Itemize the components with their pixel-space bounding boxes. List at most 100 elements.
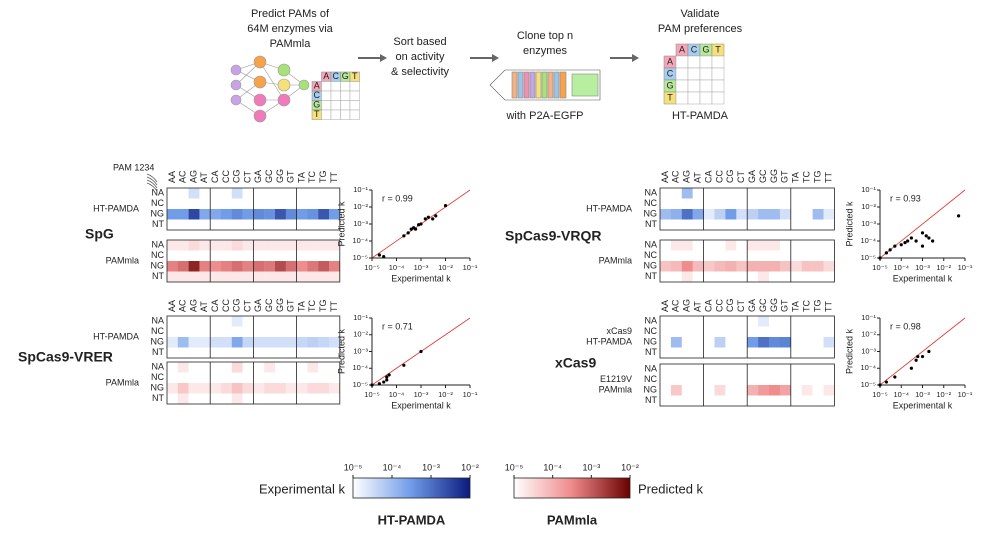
point (402, 363, 406, 367)
heatmap-cell (660, 240, 672, 251)
heatmap-cell (660, 326, 672, 338)
heatmap-cell (681, 326, 693, 338)
heatmap-cell (210, 261, 222, 272)
column-label: CG (232, 299, 242, 313)
heatmap-cell (747, 316, 759, 327)
track-label: PAMmla (599, 385, 632, 395)
heatmap-cell (681, 271, 693, 283)
step-text: 64M enzymes via (247, 23, 333, 35)
grid-header: C (691, 44, 698, 54)
heatmap-cell (769, 261, 781, 272)
heatmap-cell (660, 209, 672, 220)
heatmap-cell (253, 219, 265, 231)
heatmap-cell (221, 393, 232, 405)
heatmap-cell (714, 364, 726, 375)
grid-header: A (679, 44, 685, 54)
heatmap-cell (725, 316, 737, 327)
heatmap-cell (692, 347, 704, 359)
x-tick-label: 10⁻² (936, 390, 951, 399)
heatmap-cell (812, 316, 824, 327)
arrows (358, 54, 639, 62)
heatmap-cell (242, 250, 254, 262)
heatmap-cell (725, 337, 737, 348)
heatmap-cell (221, 219, 232, 231)
heatmap-cell (736, 198, 748, 210)
heatmap-cell (736, 385, 748, 396)
column-label: AA (660, 171, 670, 183)
column-label: TA (791, 172, 801, 183)
column-label: TA (296, 301, 306, 312)
heatmap-cell (231, 326, 243, 338)
heatmap-cell (231, 250, 243, 262)
grid-row: G (666, 80, 673, 90)
track-label: E1219V (600, 374, 632, 384)
heatmap-cell (221, 240, 232, 251)
heatmap-cell (714, 395, 726, 407)
heatmap-cell (801, 316, 813, 327)
heatmap-cell (221, 198, 232, 210)
heatmap-cell (725, 219, 737, 231)
heatmap-cell (681, 337, 693, 348)
heatmap-cell (264, 240, 276, 251)
x-tick-label: 10⁻⁵ (364, 390, 379, 399)
heatmap-frame (659, 315, 835, 359)
heatmap-cell (681, 209, 693, 220)
heatmap-cell (199, 316, 211, 327)
column-label: CC (714, 170, 724, 183)
point (426, 215, 430, 219)
heatmap-cell (210, 219, 222, 231)
heatmap-cell (285, 198, 297, 210)
row-label: NC (151, 372, 164, 382)
heatmap-cell (812, 209, 824, 220)
heatmap-cell (703, 326, 715, 338)
row-label: NG (151, 209, 165, 219)
heatmap-cell (703, 271, 715, 283)
heatmap-cell (188, 188, 200, 199)
heatmap-cell (670, 374, 682, 386)
heatmap-cell (670, 364, 682, 375)
heatmap-cell (812, 240, 824, 251)
heatmap-cell (747, 209, 759, 220)
column-label: CG (725, 170, 735, 184)
grid-row: T (667, 92, 673, 102)
heatmap-cell (275, 271, 286, 283)
grid-cell (340, 90, 351, 101)
heatmap-cell (307, 261, 319, 272)
row-label: NG (644, 337, 658, 347)
heatmap-cell (307, 326, 319, 338)
heatmap-cell (296, 219, 308, 231)
grid-cell (340, 100, 351, 111)
point (920, 231, 925, 235)
column-label: AG (188, 299, 198, 312)
y-tick-label: 10⁻² (353, 202, 368, 211)
heatmap-cell (307, 372, 319, 384)
grid-cell (330, 81, 341, 92)
y-tick-label: 10⁻¹ (353, 313, 368, 322)
heatmap-cell (790, 198, 802, 210)
heatmap-cell (670, 240, 682, 251)
row-label: NT (645, 271, 657, 281)
heatmap-cell (231, 261, 243, 272)
heatmap-cell (681, 395, 693, 407)
heatmap-cell (264, 383, 276, 394)
heatmap-cell (329, 240, 340, 251)
heatmap-cell (210, 362, 222, 373)
point (884, 380, 888, 384)
x-tick-label: 10⁻² (438, 390, 453, 399)
heatmap-cell (823, 337, 835, 348)
point (893, 244, 897, 248)
heatmap-cell (167, 271, 178, 283)
heatmap-cell (758, 198, 770, 210)
heatmap-cell (188, 198, 200, 210)
row-label: NT (645, 219, 657, 229)
heatmap-cell (307, 316, 319, 327)
row-label: NC (644, 326, 657, 336)
grid-cell (699, 67, 713, 81)
point (370, 383, 374, 387)
heatmap-cell (221, 271, 232, 283)
heatmap-cell (703, 337, 715, 348)
column-label: GA (747, 299, 757, 312)
heatmap-cell (692, 240, 704, 251)
heatmap-cell (242, 383, 254, 394)
heatmap-cell (660, 250, 672, 262)
